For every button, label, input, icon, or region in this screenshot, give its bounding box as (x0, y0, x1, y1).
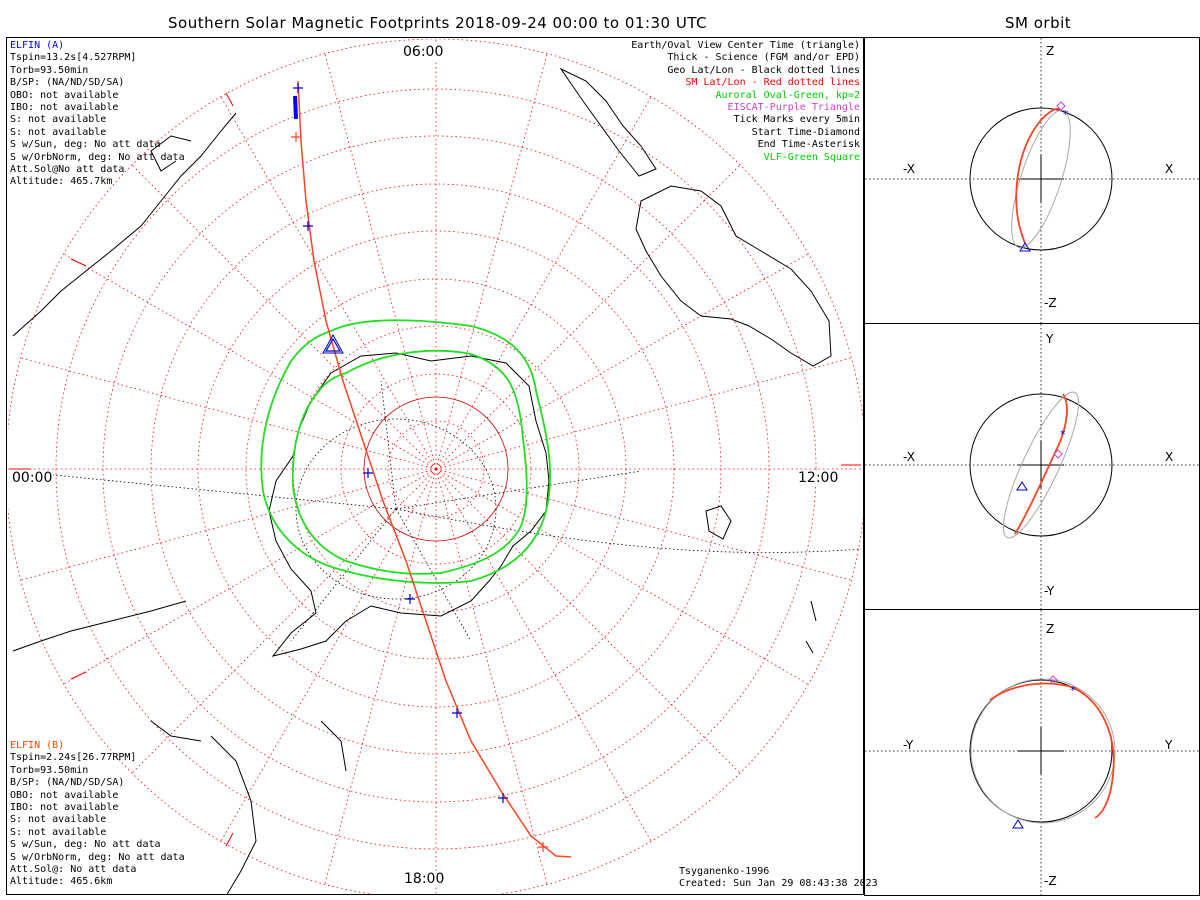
mlt-label-right: 12:00 (797, 470, 840, 486)
elfin-a-line: S w/Sun, deg: No att data (10, 139, 161, 151)
main-title: Southern Solar Magnetic Footprints 2018-… (168, 14, 708, 32)
elfin-a-name: ELFIN (A) (10, 40, 65, 51)
created-label: Created: Sun Jan 29 08:43:38 2023 (679, 878, 878, 889)
elfin-b-line: IBO: not available (10, 802, 119, 814)
elfin-a-line: S w/OrbNorm, deg: No att data (10, 151, 185, 163)
orbit-yz-top-label: Z (1046, 622, 1055, 636)
elfin-a-line: S: not available (10, 114, 107, 126)
legend-item: End Time-Asterisk (757, 139, 860, 151)
elfin-b-line: Tspin=2.24s[26.77RPM] (10, 752, 137, 764)
mlt-label-top: 06:00 (402, 44, 445, 60)
elfin-track (297, 80, 572, 858)
elfin-b-line: S: not available (10, 826, 107, 838)
elfin-b-line: Altitude: 465.6km (10, 876, 113, 888)
orbit-panel-xy: * Y -Y -X X (864, 323, 1200, 610)
elfin-a-line: Torb=93.50min (10, 64, 89, 76)
legend-item: Tick Marks every 5min (733, 114, 860, 126)
orbit-panel-yz: * Z -Z -Y Y (864, 609, 1200, 896)
orbit-xy-left-label: -X (903, 450, 915, 464)
svg-text:*: * (1060, 428, 1066, 441)
orbit-yz-left-label: -Y (903, 738, 914, 752)
orbit-xy-top-label: Y (1046, 332, 1054, 346)
auroral-oval (260, 319, 551, 584)
orbit-xy-bottom-label: -Y (1044, 584, 1055, 598)
legend-item: Start Time-Diamond (751, 126, 860, 138)
orbit-xz-top-label: Z (1046, 44, 1055, 58)
elfin-b-line: S w/OrbNorm, deg: No att data (10, 851, 185, 863)
orbit-panel-xz: * Z -Z -X X (864, 37, 1200, 324)
svg-text:*: * (1063, 108, 1069, 121)
orbit-xz-right-label: X (1165, 162, 1174, 176)
elfin-b-line: B/SP: (NA/ND/SD/SA) (10, 777, 125, 789)
elfin-a-line: B/SP: (NA/ND/SD/SA) (10, 77, 125, 89)
legend-item: Auroral Oval-Green, kp=2 (715, 89, 861, 101)
orbit-track-yz (989, 682, 1115, 819)
orbit-xy-right-label: X (1165, 450, 1174, 464)
orbit-yz-bottom-label: -Z (1044, 874, 1057, 888)
sm-reference-circle (363, 396, 509, 542)
elfin-b-line: S w/Sun, deg: No att data (10, 839, 161, 851)
svg-text:*: * (1070, 684, 1076, 697)
elfin-a-info: ELFIN (A) Tspin=13.2s[4.527RPM] Torb=93.… (10, 40, 185, 189)
legend-item: Earth/Oval View Center Time (triangle) (631, 40, 860, 51)
elfin-a-science-segment (293, 95, 298, 120)
elfin-a-line: Altitude: 465.7km (10, 176, 113, 188)
elfin-a-line: IBO: not available (10, 102, 119, 114)
elfin-b-line: Torb=93.50min (10, 764, 89, 776)
geo-grid (12, 380, 862, 642)
elfin-b-line: S: not available (10, 814, 107, 826)
legend-item: Geo Lat/Lon - Black dotted lines (667, 64, 860, 76)
continent-outlines (12, 67, 832, 894)
orbit-title: SM orbit (1005, 14, 1072, 32)
legend-item: EISCAT-Purple Triangle (727, 102, 860, 114)
legend-item: SM Lat/Lon - Red dotted lines (685, 77, 860, 89)
elfin-a-line: S: not available (10, 126, 107, 138)
orbit-track-xz (1015, 108, 1061, 244)
elfin-b-name: ELFIN (B) (10, 740, 65, 751)
footprint-map-panel: 06:00 00:00 12:00 18:00 ELFIN (A) Tspin=… (6, 37, 878, 895)
orbit-track-xy (1014, 393, 1068, 535)
orbit-xz-bottom-label: -Z (1044, 296, 1057, 310)
tick-marks (293, 83, 508, 803)
legend-item: Thick - Science (FGM and/or EPD) (667, 52, 860, 64)
elfin-b-line: OBO: not available (10, 789, 119, 801)
legend-item: VLF-Green Square (763, 151, 860, 163)
elfin-a-line: Tspin=13.2s[4.527RPM] (10, 52, 137, 64)
legend: Earth/Oval View Center Time (triangle) T… (631, 40, 860, 164)
orbit-yz-right-label: Y (1165, 738, 1173, 752)
mlt-label-bottom: 18:00 (403, 871, 446, 887)
elfin-a-line: OBO: not available (10, 89, 119, 101)
orbit-xz-left-label: -X (903, 162, 915, 176)
footprint-map (8, 39, 863, 894)
elfin-b-info: ELFIN (B) Tspin=2.24s[26.77RPM] Torb=93.… (10, 740, 185, 889)
model-label: Tsyganenko-1996 (679, 866, 770, 877)
mlt-label-left: 00:00 (11, 470, 54, 486)
elfin-a-line: Att.Sol@No att data (10, 164, 125, 176)
view-center-triangle (324, 337, 342, 352)
elfin-b-line: Att.Sol@: No att data (10, 864, 137, 876)
